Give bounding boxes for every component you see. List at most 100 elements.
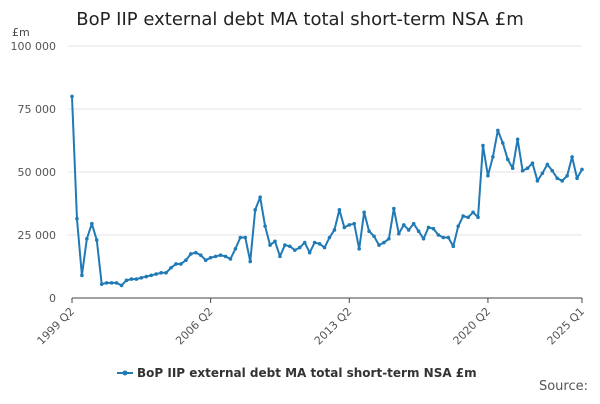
data-point[interactable]	[70, 94, 74, 99]
data-point[interactable]	[179, 262, 183, 266]
data-point[interactable]	[263, 224, 267, 228]
data-point[interactable]	[307, 250, 312, 255]
data-point[interactable]	[297, 245, 302, 250]
data-point[interactable]	[134, 277, 139, 281]
data-point[interactable]	[545, 162, 550, 167]
data-point[interactable]	[144, 274, 149, 279]
data-point[interactable]	[75, 216, 79, 221]
data-point[interactable]	[456, 224, 461, 228]
data-point[interactable]	[555, 176, 560, 181]
data-point[interactable]	[94, 238, 99, 242]
data-point[interactable]	[283, 243, 287, 247]
data-point[interactable]	[580, 167, 584, 172]
data-point[interactable]	[154, 272, 158, 276]
data-point[interactable]	[99, 282, 104, 286]
data-point[interactable]	[268, 243, 272, 247]
data-point[interactable]	[392, 206, 396, 211]
data-point[interactable]	[228, 257, 233, 261]
data-point[interactable]	[540, 171, 545, 176]
data-point[interactable]	[451, 244, 456, 249]
data-point[interactable]	[159, 271, 163, 275]
data-point[interactable]	[109, 281, 114, 285]
data-point[interactable]	[288, 244, 292, 249]
data-point[interactable]	[233, 247, 238, 251]
data-point[interactable]	[431, 226, 436, 231]
data-point[interactable]	[80, 273, 84, 278]
data-point[interactable]	[332, 228, 337, 232]
data-point[interactable]	[570, 155, 574, 159]
data-point[interactable]	[357, 247, 361, 251]
data-point[interactable]	[273, 239, 277, 244]
data-point[interactable]	[218, 253, 223, 257]
data-point[interactable]	[104, 281, 109, 285]
data-point[interactable]	[253, 208, 258, 212]
data-point[interactable]	[149, 273, 154, 278]
data-point[interactable]	[481, 143, 485, 148]
data-point[interactable]	[90, 221, 94, 226]
data-point[interactable]	[411, 221, 416, 226]
data-point[interactable]	[550, 168, 555, 173]
data-point[interactable]	[189, 252, 193, 256]
data-point[interactable]	[124, 278, 129, 283]
data-point[interactable]	[515, 137, 520, 142]
data-point[interactable]	[382, 240, 386, 245]
data-point[interactable]	[352, 221, 357, 226]
data-point[interactable]	[367, 229, 371, 234]
data-point[interactable]	[510, 166, 515, 171]
data-point[interactable]	[337, 208, 342, 212]
data-point[interactable]	[362, 210, 366, 215]
data-point[interactable]	[342, 225, 347, 230]
data-point[interactable]	[322, 245, 327, 250]
data-point[interactable]	[372, 234, 376, 239]
data-point[interactable]	[258, 195, 262, 199]
data-point[interactable]	[500, 141, 505, 145]
data-point[interactable]	[317, 242, 322, 246]
data-point[interactable]	[525, 166, 530, 171]
data-point[interactable]	[203, 258, 208, 263]
data-point[interactable]	[347, 223, 352, 227]
data-point[interactable]	[377, 243, 381, 247]
data-point[interactable]	[505, 157, 510, 162]
data-point[interactable]	[496, 128, 500, 133]
data-point[interactable]	[312, 240, 317, 245]
data-point[interactable]	[248, 259, 253, 264]
data-point[interactable]	[114, 281, 119, 285]
data-point[interactable]	[213, 254, 218, 259]
data-point[interactable]	[446, 235, 451, 240]
data-point[interactable]	[471, 210, 475, 215]
data-point[interactable]	[491, 155, 495, 159]
data-point[interactable]	[416, 229, 421, 234]
data-point[interactable]	[223, 254, 228, 259]
data-point[interactable]	[169, 265, 173, 270]
data-point[interactable]	[575, 176, 579, 181]
data-point[interactable]	[426, 225, 431, 230]
data-point[interactable]	[208, 255, 213, 260]
data-point[interactable]	[119, 283, 124, 288]
data-point[interactable]	[184, 258, 188, 263]
data-point[interactable]	[193, 250, 198, 255]
data-point[interactable]	[243, 235, 248, 240]
data-point[interactable]	[401, 223, 406, 227]
data-point[interactable]	[476, 215, 480, 220]
data-point[interactable]	[466, 215, 470, 220]
data-point[interactable]	[406, 228, 411, 232]
data-point[interactable]	[565, 173, 569, 178]
data-point[interactable]	[396, 231, 401, 236]
data-point[interactable]	[129, 277, 134, 281]
data-point[interactable]	[278, 254, 282, 259]
data-point[interactable]	[530, 161, 535, 165]
data-point[interactable]	[436, 233, 441, 237]
legend[interactable]: BoP IIP external debt MA total short-ter…	[117, 366, 477, 380]
data-point[interactable]	[85, 236, 89, 241]
data-point[interactable]	[164, 271, 168, 275]
data-point[interactable]	[293, 248, 297, 252]
data-point[interactable]	[174, 262, 178, 266]
data-point[interactable]	[560, 179, 564, 183]
data-point[interactable]	[238, 235, 243, 240]
data-point[interactable]	[421, 236, 426, 241]
data-point[interactable]	[486, 173, 490, 178]
data-point[interactable]	[441, 235, 446, 240]
data-point[interactable]	[535, 179, 540, 183]
data-point[interactable]	[461, 214, 465, 218]
data-point[interactable]	[302, 240, 307, 245]
